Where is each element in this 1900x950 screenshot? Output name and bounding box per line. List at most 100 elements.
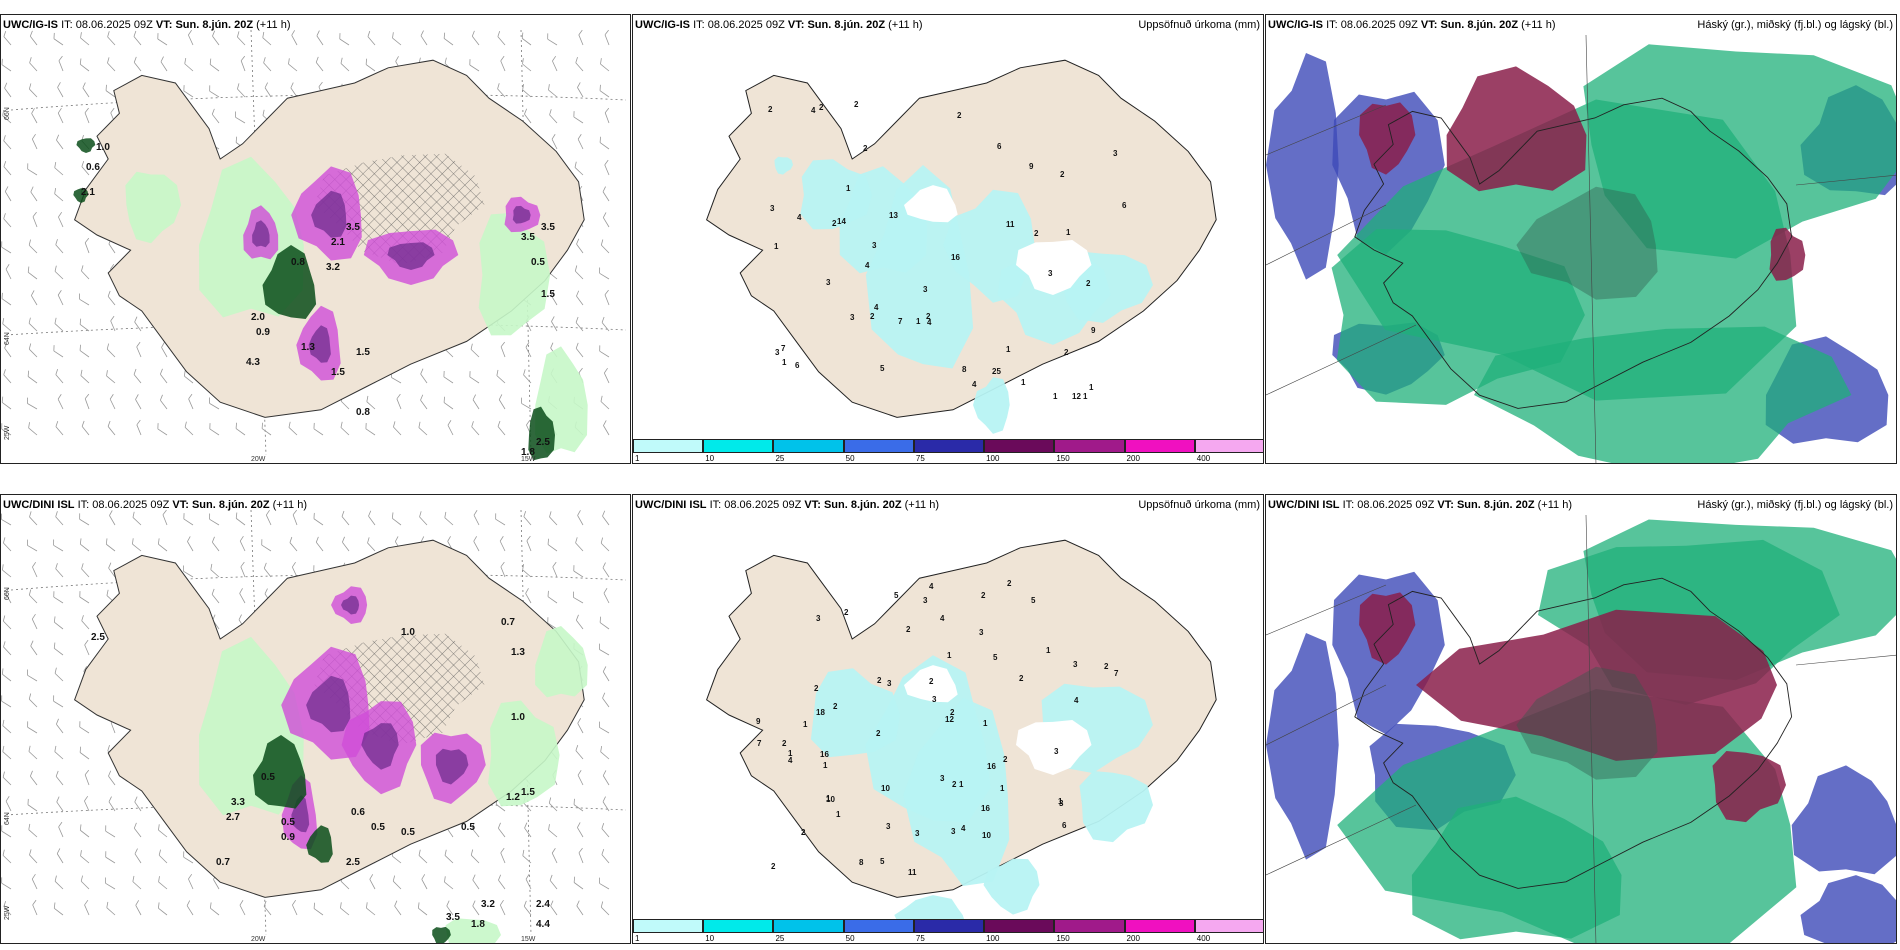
- panel-title: UWC/IG-IS IT: 08.06.2025 09Z VT: Sun. 8.…: [635, 19, 923, 31]
- precip-value-label: 0.8: [291, 257, 305, 268]
- accum-value-label: 2: [876, 729, 881, 738]
- wind-barb: [575, 316, 584, 332]
- wind-barb: [552, 561, 558, 578]
- wind-barb: [54, 317, 64, 332]
- accum-value-label: 1: [1000, 784, 1005, 793]
- panel-accum-precip-row1: UWC/IG-IS IT: 08.06.2025 09Z VT: Sun. 8.…: [632, 14, 1264, 464]
- precip-value-label: 0.6: [86, 162, 100, 173]
- wind-barb: [240, 55, 246, 72]
- wind-barb: [53, 642, 64, 656]
- accum-value-label: 4: [1074, 696, 1079, 705]
- wind-barb: [58, 55, 64, 72]
- wind-barb: [56, 848, 64, 864]
- wind-barb: [573, 591, 584, 604]
- wind-barb: [28, 422, 38, 436]
- accum-value-label: 3: [770, 204, 775, 213]
- accum-value-label: 2: [1019, 674, 1024, 683]
- precip-dark-area: [253, 735, 307, 809]
- no-precip-hole: [904, 185, 958, 223]
- wind-barb: [79, 513, 90, 526]
- wind-barb: [4, 186, 12, 202]
- wind-barb: [55, 770, 64, 786]
- accum-value-label: 1: [983, 719, 988, 728]
- colorbar-swatch: [1054, 919, 1125, 933]
- wind-barb: [549, 109, 558, 124]
- wind-barb: [600, 58, 610, 72]
- wind-barb: [552, 55, 558, 72]
- colorbar-label: 200: [1126, 934, 1140, 943]
- wind-barb: [367, 537, 376, 552]
- wind-barb: [340, 421, 350, 436]
- wind-barb: [56, 134, 64, 150]
- colorbar-label: 400: [1196, 934, 1211, 943]
- wind-barb: [573, 798, 584, 812]
- wind-barb: [444, 849, 454, 864]
- wind-barb: [235, 422, 246, 436]
- accum-value-label: 1: [1006, 345, 1011, 354]
- wind-barb: [599, 84, 610, 98]
- colorbar-swatch: [913, 919, 985, 933]
- wind-barb: [367, 30, 376, 46]
- wind-barb: [107, 57, 116, 72]
- wind-barb: [601, 316, 610, 332]
- accum-value-label: 3: [915, 829, 920, 838]
- precip-dark-area: [262, 245, 317, 319]
- wind-barb: [522, 849, 532, 864]
- accum-value-label: 3: [826, 278, 831, 287]
- precip-value-label: 3.5: [541, 222, 555, 233]
- accum-value-label: 4: [874, 303, 879, 312]
- accum-value-label: 1: [1089, 383, 1094, 392]
- wind-barb: [366, 902, 376, 916]
- wind-barb: [600, 746, 610, 760]
- wind-barb: [107, 290, 116, 306]
- wind-barb: [1, 668, 12, 682]
- wind-barb: [32, 561, 38, 578]
- wind-barb: [525, 342, 532, 358]
- accum-precip-area: [774, 156, 793, 175]
- wind-barb: [548, 84, 558, 98]
- wind-barb: [340, 902, 350, 916]
- accum-value-label: 2: [814, 684, 819, 693]
- colorbar-swatch: [843, 439, 914, 453]
- accum-value-label: 2: [870, 312, 875, 321]
- wind-barb: [162, 509, 168, 526]
- wind-barb: [31, 290, 38, 306]
- wind-barb: [160, 56, 168, 72]
- wind-barb: [5, 264, 12, 280]
- colorbar-swatch: [703, 439, 774, 453]
- accum-value-label: 7: [757, 739, 762, 748]
- wind-barb: [28, 823, 38, 838]
- precip-value-label: 2.5: [91, 632, 105, 643]
- wind-barb: [158, 849, 168, 864]
- precip-value-label: 0.5: [461, 822, 475, 833]
- wind-barb: [550, 900, 558, 916]
- wind-barb: [2, 745, 12, 760]
- wind-barb: [188, 393, 194, 410]
- wind-barb: [84, 107, 90, 124]
- wind-barb: [2, 615, 12, 630]
- lat-graticule: [5, 93, 627, 336]
- wind-barb: [577, 822, 584, 838]
- wind-barb: [497, 822, 506, 838]
- panel-title: UWC/DINI ISL IT: 08.06.2025 09Z VT: Sun.…: [1268, 499, 1572, 511]
- wind-barb: [575, 537, 584, 552]
- precip-value-label: 4.4: [536, 919, 550, 930]
- wind-barb: [157, 423, 168, 436]
- high-cloud-area: [1416, 609, 1777, 761]
- wind-barb: [53, 591, 64, 604]
- wind-barb: [3, 641, 12, 656]
- wind-barb: [547, 538, 558, 552]
- precip-purple-core: [512, 205, 531, 224]
- wind-barb: [2, 317, 12, 332]
- wind-barb: [576, 238, 584, 254]
- wind-barb: [27, 669, 38, 682]
- wind-barb: [79, 344, 90, 358]
- wind-barb: [497, 30, 506, 46]
- wind-barb: [31, 108, 38, 124]
- wind-barb: [499, 899, 506, 916]
- accum-value-label: 1: [1066, 228, 1071, 237]
- colorbar-swatch: [633, 919, 704, 933]
- wind-barb: [27, 266, 38, 280]
- wind-barb: [574, 161, 584, 176]
- wind-barb: [525, 588, 532, 604]
